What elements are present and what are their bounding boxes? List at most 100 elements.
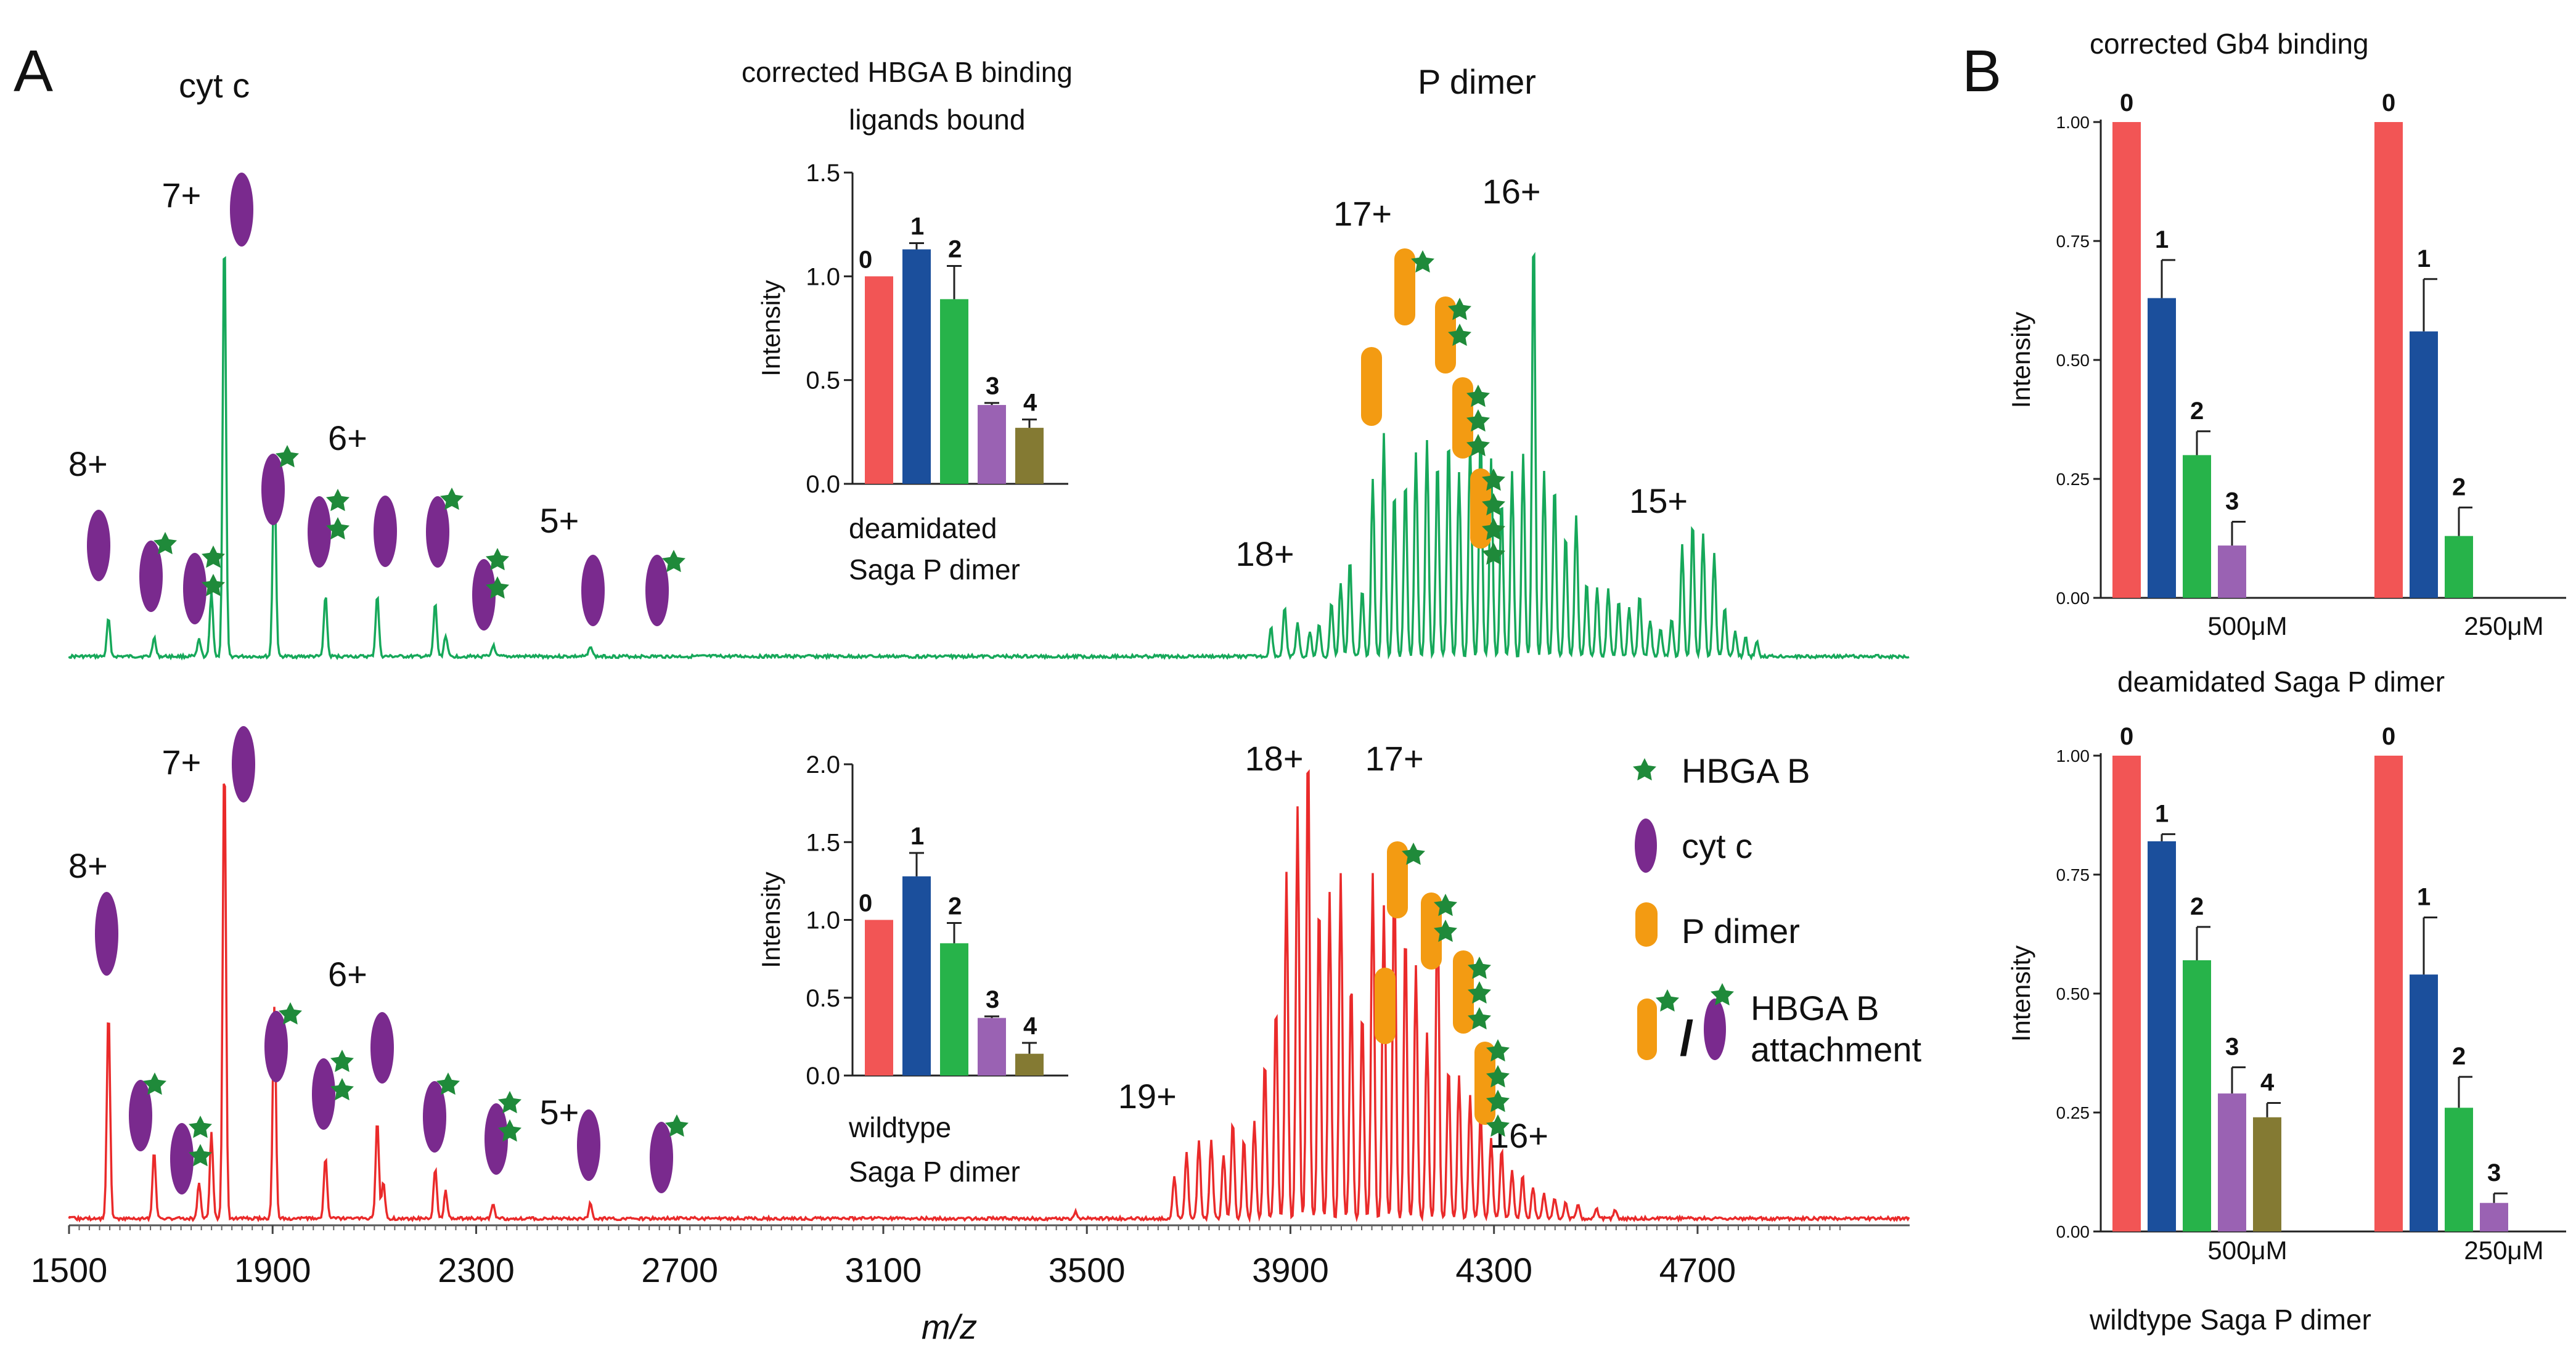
inset-caption-line1: wildtype — [848, 1111, 951, 1143]
gb4-group-label: 250μM — [2464, 611, 2543, 640]
gb4-bar — [2445, 1108, 2473, 1231]
spectra-group: 1500 1900 2300 2700 3100 3500 3900 4300 4700 m/z — [31, 251, 1910, 1346]
cytc-icon — [87, 510, 110, 581]
legend-attachment-line1: HBGA B — [1751, 989, 1879, 1027]
x-tick-label: 3900 — [1252, 1251, 1329, 1289]
cytc-icon — [581, 555, 605, 626]
gb4-bar — [2253, 1117, 2281, 1231]
gb4-bar-label: 3 — [2487, 1159, 2501, 1186]
hbga-star-icon — [330, 1050, 354, 1072]
inset-bar — [978, 405, 1006, 484]
gb4-bar — [2183, 960, 2211, 1231]
gb4-group-label: 250μM — [2464, 1236, 2543, 1265]
x-tick-label: 2300 — [438, 1251, 515, 1289]
inset-bar-label: 1 — [910, 213, 924, 240]
gb4-bar-label: 3 — [2225, 1034, 2239, 1061]
inset-caption-line1: deamidated — [849, 512, 997, 544]
legend-separator: / — [1680, 1011, 1693, 1066]
cytc-icon — [485, 1103, 508, 1175]
inset-y-tick-label: 1.5 — [806, 160, 840, 187]
gb4-y-tick-label: 1.00 — [2056, 113, 2090, 132]
hbga-star-icon — [326, 489, 350, 512]
gb4-bar — [2410, 974, 2438, 1231]
inset-bar — [978, 1018, 1006, 1076]
legend-cytc: cyt c — [1682, 827, 1752, 865]
cytc-icon — [645, 555, 669, 626]
cytc-icon — [426, 496, 449, 568]
x-axis-label: m/z — [922, 1307, 977, 1346]
ion-label-top: 5+ — [539, 501, 579, 540]
pdimer-heading: P dimer — [1418, 62, 1536, 101]
gb4-bar — [2218, 545, 2246, 598]
pdimer-icon — [1474, 1042, 1495, 1125]
cytc-icon — [261, 454, 285, 525]
ion-label-bottom: 19+ — [1118, 1077, 1177, 1116]
ion-label-top: 17+ — [1333, 194, 1392, 233]
inset-chart-wildtype: 0.0 0.5 1.0 1.5 2.0 Intensity 0 1 2 34 wildtype Sag… — [756, 751, 1068, 1188]
gb4-bar — [2374, 122, 2403, 598]
gb4-y-axis-label: Intensity — [2006, 312, 2035, 408]
inset-bar — [865, 276, 893, 484]
cytc-icon — [370, 1012, 394, 1084]
gb4-group-label: 500μM — [2207, 1236, 2287, 1265]
cytc-icon — [183, 553, 206, 624]
x-tick-label: 3100 — [845, 1251, 922, 1289]
ion-label-bottom: 6+ — [328, 955, 367, 994]
inset-bar — [902, 249, 931, 484]
inset-y-tick-label: 0.5 — [806, 367, 840, 394]
gb4-bar-label: 2 — [2190, 893, 2204, 920]
gb4-bar-label: 0 — [2120, 89, 2133, 116]
inset-bar — [865, 920, 893, 1076]
inset-caption-line2: Saga P dimer — [849, 553, 1020, 586]
legend-attach-star-icon — [1656, 989, 1679, 1012]
ion-label-bottom: 8+ — [68, 846, 108, 885]
inset-bar — [940, 299, 968, 484]
inset-y-tick-label: 0.5 — [806, 985, 840, 1012]
cytc-icon — [423, 1081, 446, 1153]
gb4-bar — [2374, 756, 2403, 1231]
cytc-icon — [577, 1109, 600, 1181]
ion-label-top: 7+ — [162, 176, 202, 214]
complex-glyphs — [87, 173, 1510, 1194]
inset-bar — [940, 943, 968, 1076]
gb4-group-label: 500μM — [2207, 611, 2287, 640]
cytc-icon — [312, 1058, 335, 1130]
gb4-bar-label: 4 — [2260, 1069, 2275, 1096]
pdimer-icon — [1452, 377, 1473, 459]
pdimer-icon — [1435, 296, 1456, 374]
legend-star-icon — [1633, 758, 1656, 781]
gb4-bar — [2218, 1093, 2246, 1231]
cytc-icon — [308, 496, 331, 568]
inset-y-tick-label: 1.0 — [806, 263, 840, 290]
legend-attach-cytc-icon — [1704, 998, 1726, 1060]
x-tick-label: 1900 — [234, 1251, 311, 1289]
top-spectrum-trace — [68, 251, 1910, 661]
gb4-y-tick-label: 0.50 — [2056, 984, 2090, 1003]
cytc-heading: cyt c — [179, 66, 250, 105]
inset-bar-label: 0 — [859, 246, 872, 273]
legend: HBGA B cyt c P dimer / HBGA B attachment — [1633, 751, 1921, 1069]
gb4-bar-label: 2 — [2452, 1043, 2466, 1070]
gb4-bar — [2410, 331, 2438, 598]
gb4-chart-wildtype: 0.000.250.500.751.00Intensity01234500μM0… — [2006, 723, 2566, 1336]
legend-hbga-b: HBGA B — [1682, 751, 1810, 790]
ion-label-bottom: 18+ — [1245, 739, 1304, 778]
inset-chart-deamidated: corrected HBGA B binding ligands bound 0.0… — [742, 56, 1073, 586]
bottom-ion-labels: 8+7+6+5+ 19+18+ 17+16+ — [68, 739, 1548, 1155]
inset-bar-label: 4 — [1023, 1013, 1037, 1040]
gb4-bar-label: 3 — [2225, 488, 2239, 515]
inset-bar-label: 0 — [859, 890, 872, 917]
panel-label-b: B — [1962, 38, 2002, 104]
inset-subtitle: ligands bound — [849, 104, 1025, 136]
inset-y-axis-label: Intensity — [756, 280, 785, 376]
legend-pdimer-icon — [1635, 902, 1658, 947]
gb4-y-tick-label: 0.50 — [2056, 351, 2090, 370]
inset-bar — [902, 876, 931, 1076]
cytc-icon — [650, 1122, 673, 1193]
gb4-bar-label: 0 — [2120, 723, 2133, 750]
ion-label-bottom: 7+ — [162, 743, 202, 782]
x-tick-label: 4300 — [1455, 1251, 1532, 1289]
x-tick-label: 1500 — [31, 1251, 108, 1289]
gb4-y-tick-label: 1.00 — [2056, 746, 2090, 766]
